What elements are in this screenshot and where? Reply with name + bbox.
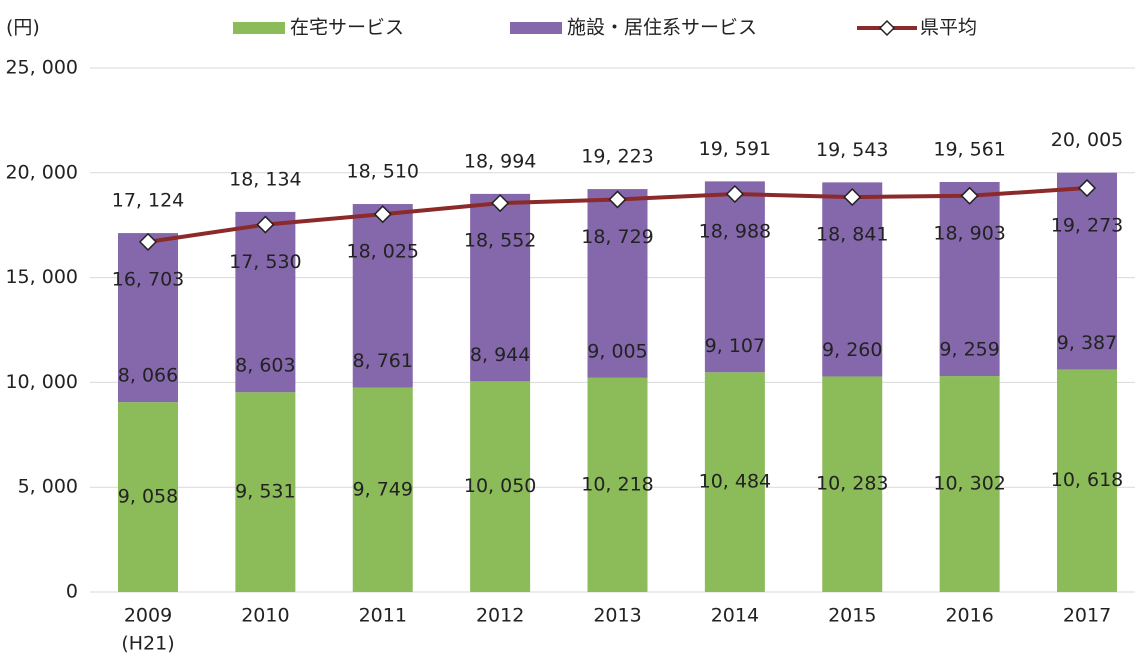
bar-segment (235, 211, 296, 393)
y-tick-label: 0 (66, 581, 78, 603)
bar-segment (587, 377, 648, 592)
total-label: 18, 134 (229, 168, 302, 190)
line-value-label: 18, 988 (699, 221, 772, 243)
total-label: 19, 591 (699, 138, 772, 160)
total-label: 20, 005 (1051, 129, 1124, 151)
bar-segment (470, 381, 531, 592)
bar-segment (470, 193, 531, 382)
line-value-label: 18, 025 (346, 241, 419, 263)
line-value-label: 18, 729 (581, 226, 654, 248)
total-label: 19, 561 (933, 139, 1006, 161)
value-label: 10, 302 (933, 473, 1006, 495)
line-value-label: 18, 552 (464, 230, 537, 252)
bar-segment (822, 376, 883, 592)
value-label: 9, 107 (705, 335, 765, 357)
bar-segment (1057, 172, 1117, 370)
value-label: 9, 259 (939, 339, 999, 361)
bar-segment (118, 233, 178, 403)
value-label: 8, 944 (470, 344, 530, 366)
value-label: 8, 603 (235, 355, 295, 377)
bar-segment (704, 372, 765, 592)
x-tick-label: 2009 (124, 605, 172, 627)
x-tick-sublabel: (H21) (121, 633, 174, 655)
total-label: 18, 994 (464, 150, 537, 172)
legend-label: 県平均 (920, 17, 977, 39)
line-point (1077, 178, 1097, 198)
line-value-label: 17, 530 (229, 251, 302, 273)
line-value-label: 16, 703 (112, 268, 185, 290)
legend-swatch (510, 22, 562, 34)
line-value-label: 18, 841 (816, 224, 889, 246)
legend-swatch (233, 22, 285, 34)
value-label: 9, 058 (118, 486, 178, 508)
total-label: 17, 124 (112, 190, 185, 212)
value-label: 9, 005 (587, 340, 647, 362)
value-label: 9, 531 (235, 481, 295, 503)
line-value-label: 19, 273 (1051, 215, 1124, 237)
line-value-label: 18, 903 (933, 222, 1006, 244)
bar-segment (704, 181, 765, 373)
line-point (373, 205, 392, 224)
bar-segment (352, 387, 413, 592)
bar-segment (587, 189, 648, 378)
value-label: 9, 387 (1057, 332, 1117, 354)
x-tick-label: 2013 (593, 605, 641, 627)
y-tick-label: 25, 000 (5, 57, 78, 79)
value-label: 10, 050 (464, 475, 537, 497)
x-tick-label: 2015 (828, 605, 876, 627)
value-label: 8, 761 (353, 350, 413, 372)
y-tick-label: 10, 000 (5, 371, 78, 393)
value-label: 10, 218 (581, 473, 654, 495)
total-label: 19, 223 (581, 146, 654, 168)
bar-segment (235, 392, 296, 592)
line-point (608, 190, 627, 209)
value-label: 10, 484 (699, 471, 772, 493)
bar-segment (939, 376, 1000, 592)
value-label: 10, 618 (1051, 469, 1124, 491)
value-label: 9, 260 (822, 339, 882, 361)
x-tick-label: 2011 (359, 605, 407, 627)
x-tick-label: 2014 (711, 605, 759, 627)
y-tick-label: 20, 000 (5, 161, 78, 183)
line-point (138, 232, 158, 251)
bar-segment (822, 182, 883, 377)
line-point (843, 188, 862, 207)
bar-segment (352, 204, 413, 388)
bar-segment (939, 182, 1000, 377)
line-point (491, 194, 510, 213)
value-label: 8, 066 (118, 365, 178, 387)
x-tick-label: 2012 (476, 605, 524, 627)
y-tick-label: 15, 000 (5, 266, 78, 288)
total-label: 19, 543 (816, 139, 889, 161)
line-point (960, 186, 979, 205)
bar-segment (1057, 369, 1117, 592)
total-label: 18, 510 (346, 161, 419, 183)
y-tick-label: 5, 000 (18, 476, 78, 498)
line-point (725, 184, 744, 204)
legend-label: 施設・居住系サービス (567, 17, 757, 39)
line-point (256, 215, 275, 234)
x-tick-label: 2016 (945, 605, 993, 627)
y-axis-label: (円) (6, 17, 40, 39)
bar-segment (118, 402, 178, 592)
value-label: 9, 749 (353, 478, 413, 500)
legend-marker (878, 19, 896, 37)
x-tick-label: 2010 (241, 605, 289, 627)
x-tick-label: 2017 (1063, 605, 1111, 627)
value-label: 10, 283 (816, 473, 889, 495)
legend-label: 在宅サービス (290, 17, 404, 39)
